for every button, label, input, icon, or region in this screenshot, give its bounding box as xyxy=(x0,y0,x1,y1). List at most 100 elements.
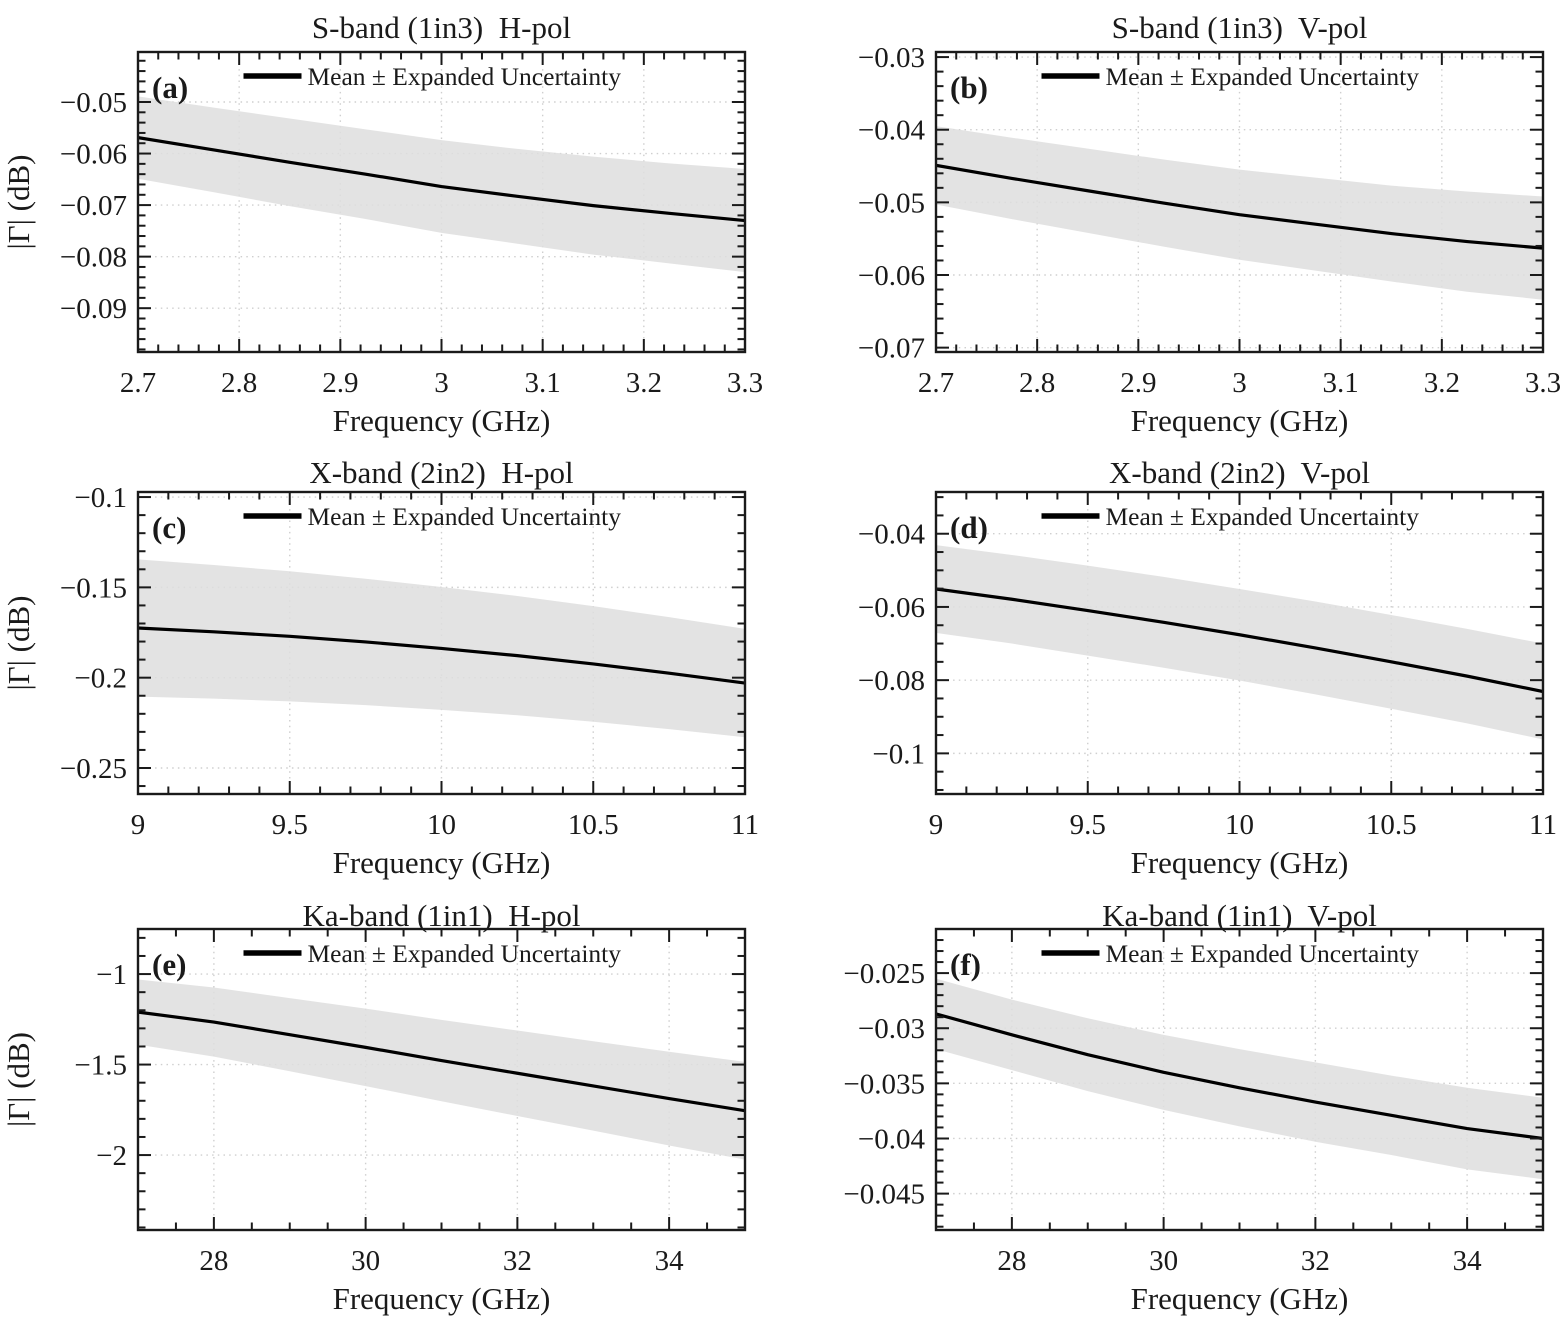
panel-label-b: (b) xyxy=(950,70,988,105)
x-tick-label: 34 xyxy=(655,1245,685,1277)
x-tick-label: 3.3 xyxy=(1525,367,1561,399)
x-tick-label: 11 xyxy=(731,809,759,841)
subplot-d: X-band (2in2) V-pol 9 9.5 10 10.5 11 −0.04 −0.0… xyxy=(783,445,1567,890)
subplot-f: Ka-band (1in1) V-pol 28 30 32 34 −0.025 −0.03 −… xyxy=(783,890,1567,1336)
axes-frame xyxy=(934,490,1545,796)
y-axis-label: |Γ| (dB) xyxy=(1,155,36,250)
legend-label: Mean ± Expanded Uncertainty xyxy=(308,62,622,91)
mean-curve xyxy=(138,626,745,685)
y-tick-label: −0.03 xyxy=(858,1013,925,1045)
y-tick-label: −0.07 xyxy=(858,333,925,365)
subplot-b-title: S-band (1in3) V-pol xyxy=(1112,10,1368,45)
legend-label: Mean ± Expanded Uncertainty xyxy=(308,502,622,531)
y-tick-label: −0.05 xyxy=(858,187,925,219)
legend: Mean ± Expanded Uncertainty xyxy=(1041,62,1420,91)
uncertainty-band xyxy=(936,545,1543,740)
x-tick-label: 3.1 xyxy=(1323,367,1359,399)
y-tick-label: −0.03 xyxy=(858,42,925,74)
subplot-f-svg: Ka-band (1in1) V-pol 28 30 32 34 −0.025 −0.03 −… xyxy=(843,898,1545,1316)
legend-label: Mean ± Expanded Uncertainty xyxy=(1106,62,1420,91)
x-tick-label: 3 xyxy=(434,367,449,399)
mean-curve xyxy=(138,1010,745,1113)
legend-label: Mean ± Expanded Uncertainty xyxy=(1106,939,1420,968)
y-axis-label: |Γ| (dB) xyxy=(1,596,36,691)
subplot-a-title: S-band (1in3) H-pol xyxy=(312,10,571,45)
subplot-f-title: Ka-band (1in1) V-pol xyxy=(1102,898,1377,933)
x-tick-label: 2.7 xyxy=(120,367,156,399)
x-tick-label: 2.8 xyxy=(1019,367,1055,399)
y-tick-label: −0.08 xyxy=(858,665,925,697)
y-tick-label: −2 xyxy=(96,1140,127,1172)
panel-label-f: (f) xyxy=(950,947,981,982)
legend: Mean ± Expanded Uncertainty xyxy=(1041,939,1420,968)
y-tick-label: −0.045 xyxy=(843,1179,925,1211)
panel-label-c: (c) xyxy=(152,510,186,545)
y-tick-label: −0.04 xyxy=(858,519,926,551)
y-axis-label: |Γ| (dB) xyxy=(1,1032,36,1127)
legend: Mean ± Expanded Uncertainty xyxy=(243,62,622,91)
y-tick-label: −0.06 xyxy=(858,260,925,292)
y-tick-label: −0.06 xyxy=(60,139,127,171)
subplot-a-svg: S-band (1in3) H-pol 2.7 2.8 2.9 3 3.1 3.2 3.3 −0… xyxy=(1,10,763,438)
subplot-e-title: Ka-band (1in1) H-pol xyxy=(302,898,580,933)
axes-frame xyxy=(934,50,1545,354)
y-tick-label: −0.07 xyxy=(60,190,127,222)
panel-label-e: (e) xyxy=(152,947,186,982)
x-tick-label: 28 xyxy=(997,1245,1026,1277)
subplot-e-svg: Ka-band (1in1) H-pol 28 30 32 34 −1 −1.5 −2 Freq… xyxy=(1,898,747,1316)
legend: Mean ± Expanded Uncertainty xyxy=(1041,502,1419,531)
x-tick-label: 28 xyxy=(199,1245,228,1277)
x-tick-label: 9.5 xyxy=(1070,809,1106,841)
x-tick-label: 9 xyxy=(131,809,146,841)
legend-label: Mean ± Expanded Uncertainty xyxy=(308,939,622,968)
subplot-c: X-band (2in2) H-pol 9 9.5 10 10.5 11 −0.1 −0.15… xyxy=(0,445,783,890)
axis-ticks xyxy=(137,52,746,352)
x-tick-label: 3.1 xyxy=(525,367,561,399)
y-tick-label: −0.04 xyxy=(858,1123,926,1155)
x-tick-label: 9.5 xyxy=(272,809,308,841)
x-tick-label: 3 xyxy=(1232,367,1247,399)
subplot-e: Ka-band (1in1) H-pol 28 30 32 34 −1 −1.5 −2 Freq… xyxy=(0,890,783,1336)
x-tick-label: 10.5 xyxy=(1366,809,1417,841)
uncertainty-band xyxy=(936,126,1543,300)
y-tick-label: −0.1 xyxy=(74,482,127,514)
subplot-c-svg: X-band (2in2) H-pol 9 9.5 10 10.5 11 −0.1 −0.15… xyxy=(1,455,759,880)
x-tick-label: 32 xyxy=(503,1245,532,1277)
y-tick-label: −0.05 xyxy=(60,87,127,119)
uncertainty-band xyxy=(138,96,745,273)
x-tick-label: 2.9 xyxy=(1120,367,1156,399)
x-tick-label: 3.2 xyxy=(626,367,662,399)
x-tick-label: 10 xyxy=(427,809,456,841)
y-tick-label: −0.04 xyxy=(858,115,926,147)
subplot-b: S-band (1in3) V-pol 2.7 2.8 2.9 3 3.1 3.2 3.3 −0… xyxy=(783,0,1567,445)
axes-frame xyxy=(934,927,1545,1232)
x-tick-label: 32 xyxy=(1301,1245,1330,1277)
uncertainty-band xyxy=(138,979,745,1160)
x-tick-label: 30 xyxy=(1149,1245,1178,1277)
x-tick-label: 10 xyxy=(1225,809,1254,841)
y-tick-label: −0.025 xyxy=(843,958,925,990)
mean-curve xyxy=(936,1012,1543,1141)
axes-frame xyxy=(136,50,747,354)
x-tick-label: 2.9 xyxy=(322,367,358,399)
y-tick-label: −0.035 xyxy=(843,1068,925,1100)
x-tick-label: 10.5 xyxy=(568,809,619,841)
mean-curve xyxy=(936,587,1543,694)
x-axis-label: Frequency (GHz) xyxy=(1131,845,1349,880)
x-tick-label: 9 xyxy=(929,809,944,841)
subplot-c-title: X-band (2in2) H-pol xyxy=(309,455,573,490)
axis-ticks xyxy=(138,929,745,1230)
x-tick-label: 11 xyxy=(1529,809,1557,841)
subplot-a: S-band (1in3) H-pol 2.7 2.8 2.9 3 3.1 3.2 3.3 −0… xyxy=(0,0,783,445)
subplot-d-svg: X-band (2in2) V-pol 9 9.5 10 10.5 11 −0.04 −0.0… xyxy=(858,455,1557,880)
x-tick-label: 3.3 xyxy=(727,367,763,399)
x-tick-label: 34 xyxy=(1453,1245,1483,1277)
axis-ticks xyxy=(936,929,1543,1230)
axes-frame xyxy=(136,490,747,796)
x-axis-label: Frequency (GHz) xyxy=(333,403,551,438)
y-tick-label: −1 xyxy=(96,959,127,991)
mean-curve xyxy=(138,135,745,223)
mean-curve xyxy=(936,163,1543,250)
x-tick-label: 2.8 xyxy=(221,367,257,399)
